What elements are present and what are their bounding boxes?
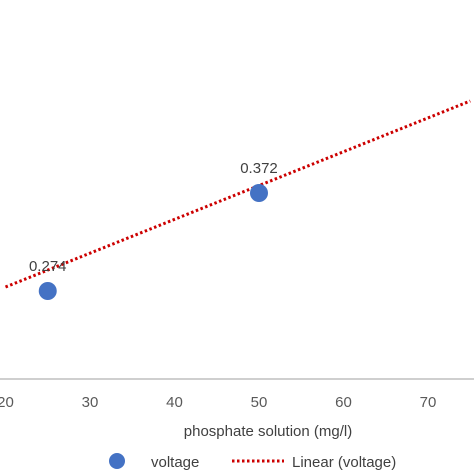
trendline-layer <box>4 99 471 289</box>
legend-label-linear: Linear (voltage) <box>292 454 396 471</box>
data-label: 0.274 <box>29 258 67 275</box>
x-tick-label: 20 <box>0 394 14 411</box>
x-tick-label: 50 <box>251 394 268 411</box>
legend-label-voltage: voltage <box>151 454 199 471</box>
x-tick-label: 40 <box>166 394 183 411</box>
x-tick-label: 60 <box>335 394 352 411</box>
legend-marker-voltage <box>109 453 125 469</box>
x-tick-label: 70 <box>420 394 437 411</box>
x-tick-labels: 20 30 40 50 60 70 <box>0 394 436 411</box>
data-labels-layer: 0.274 0.372 <box>29 160 278 275</box>
data-point <box>250 184 268 202</box>
x-tick-label: 30 <box>82 394 99 411</box>
legend: voltage Linear (voltage) <box>109 453 396 471</box>
data-label: 0.372 <box>240 160 278 177</box>
data-points-layer <box>38 184 268 300</box>
trendline <box>4 99 471 289</box>
data-point <box>38 282 57 300</box>
x-axis-title: phosphate solution (mg/l) <box>184 423 352 440</box>
